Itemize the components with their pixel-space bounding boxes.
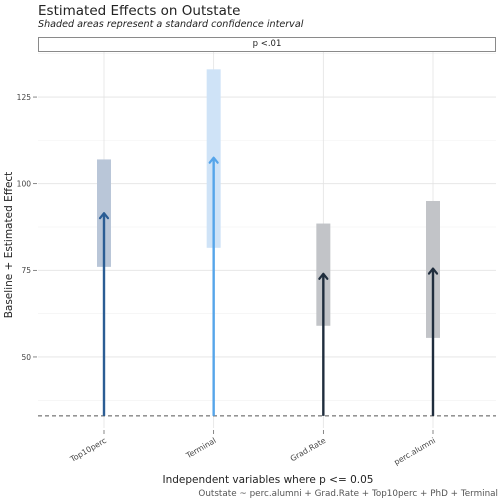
y-tick-label: 125: [17, 93, 32, 102]
x-tick-label: Terminal: [184, 436, 218, 461]
chart-subtitle: Shaded areas represent a standard confid…: [38, 19, 304, 30]
chart-caption: Outstate ~ perc.alumni + Grad.Rate + Top…: [198, 489, 498, 499]
chart-title: Estimated Effects on Outstate: [38, 3, 241, 19]
y-tick-label: 75: [21, 266, 31, 275]
effect-arrow-head: [98, 212, 110, 220]
x-tick-label: Grad.Rate: [289, 436, 328, 464]
effect-arrow-head: [427, 267, 439, 275]
y-tick-label: 100: [17, 179, 32, 188]
x-tick-label: Top10perc: [68, 436, 108, 464]
y-tick-label: 50: [21, 353, 31, 362]
effect-arrow-head: [208, 156, 219, 164]
effect-arrow-head: [318, 272, 329, 280]
facet-strip-label: p <.01: [38, 37, 496, 52]
x-axis-label: Independent variables where p <= 0.05: [162, 474, 374, 486]
x-tick-label: perc.alumni: [393, 436, 437, 467]
